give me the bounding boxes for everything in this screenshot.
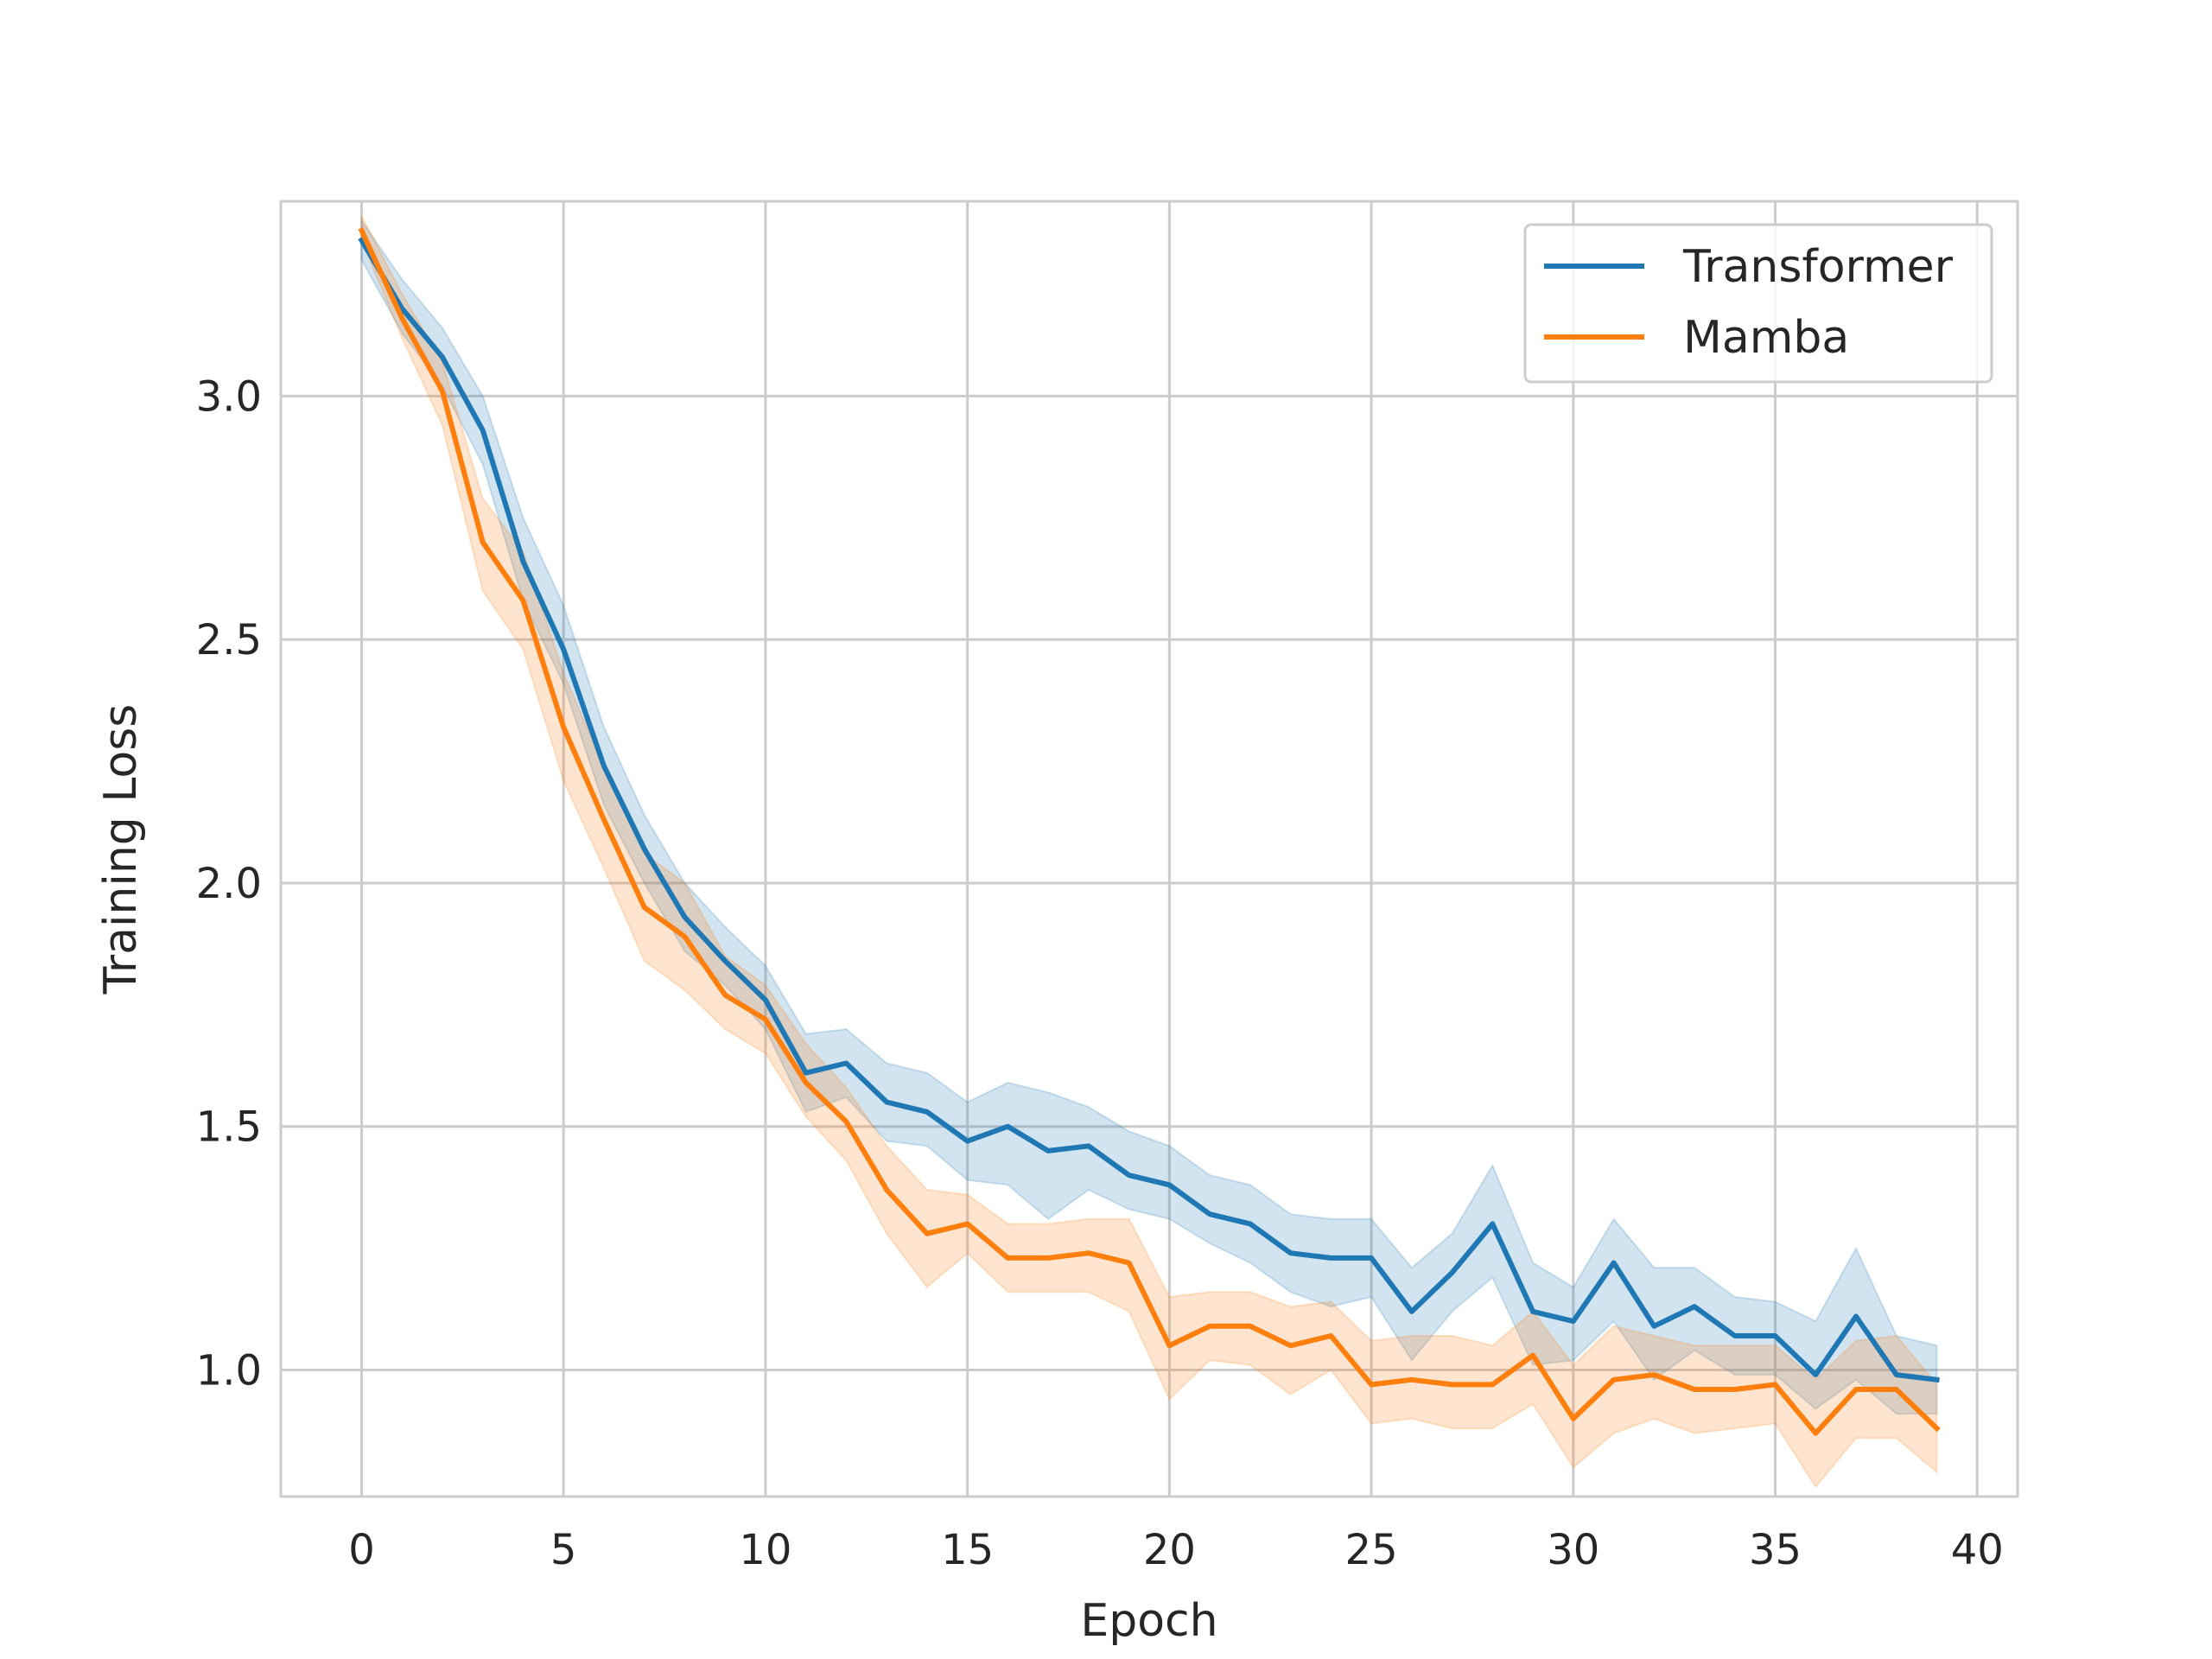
x-tick-label: 25: [1345, 1526, 1398, 1574]
legend: Transformer Mamba: [1525, 225, 1992, 382]
x-tick-label: 35: [1749, 1526, 1802, 1574]
x-tick-label: 10: [739, 1526, 791, 1574]
y-tick-labels: 1.0 1.5 2.0 2.5 3.0: [196, 372, 262, 1395]
legend-label-mamba: Mamba: [1683, 312, 1849, 364]
y-tick-label: 1.5: [196, 1103, 262, 1152]
x-tick-label: 40: [1951, 1526, 2004, 1574]
y-tick-label: 1.0: [196, 1346, 262, 1395]
x-tick-label: 0: [348, 1526, 375, 1574]
x-tick-label: 30: [1547, 1526, 1599, 1574]
legend-label-transformer: Transformer: [1682, 241, 1954, 293]
x-tick-label: 5: [550, 1526, 577, 1574]
y-tick-label: 2.0: [196, 860, 262, 908]
confidence-bands: [362, 216, 1937, 1487]
x-tick-labels: 0 5 10 15 20 25 30 35 40: [348, 1526, 2004, 1574]
y-tick-label: 2.5: [196, 616, 262, 664]
y-axis-label: Training Loss: [95, 704, 147, 995]
x-tick-label: 20: [1143, 1526, 1196, 1574]
y-tick-label: 3.0: [196, 372, 262, 421]
x-axis-label: Epoch: [1080, 1595, 1217, 1647]
x-tick-label: 15: [941, 1526, 994, 1574]
